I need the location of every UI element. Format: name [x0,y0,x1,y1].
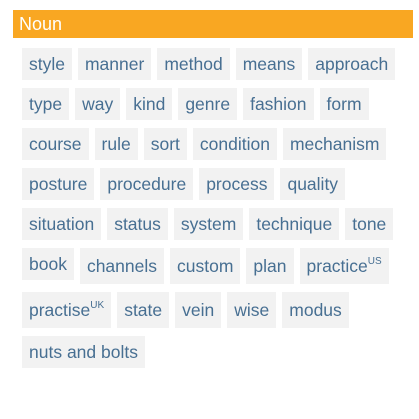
synonym-chip[interactable]: rule [95,128,138,160]
synonym-chip[interactable]: manner [78,48,151,80]
synonym-chip[interactable]: course [22,128,89,160]
synonym-chip[interactable]: channels [80,248,164,284]
synonym-chip[interactable]: status [107,208,168,240]
synonym-chip[interactable]: plan [246,248,293,284]
synonym-chip[interactable]: system [174,208,243,240]
synonym-chip[interactable]: method [157,48,229,80]
synonym-chip[interactable]: mechanism [283,128,386,160]
synonym-chip[interactable]: nuts and bolts [22,336,145,368]
synonym-chip[interactable]: condition [193,128,277,160]
synonym-chip[interactable]: custom [170,248,240,284]
synonym-chip[interactable]: practiseUK [22,292,111,328]
synonym-chip[interactable]: vein [175,292,221,328]
synonym-chip[interactable]: wise [227,292,276,328]
synonym-chip[interactable]: approach [308,48,395,80]
synonym-chip[interactable]: fashion [243,88,313,120]
synonym-chip[interactable]: style [22,48,72,80]
region-superscript: UK [90,300,104,311]
thesaurus-noun-panel: Noun style manner method means approach … [13,10,413,419]
region-superscript: US [368,256,382,267]
synonym-chip[interactable]: way [75,88,120,120]
synonym-chip[interactable]: type [22,88,69,120]
synonym-chip[interactable]: process [199,168,274,200]
synonym-chip[interactable]: form [320,88,369,120]
synonym-chip[interactable]: practiceUS [300,248,389,284]
synonym-chip[interactable]: book [22,248,74,280]
synonym-chip[interactable]: means [236,48,303,80]
synonym-chip-list: style manner method means approach type … [13,38,413,376]
synonym-chip[interactable]: genre [178,88,237,120]
synonym-chip[interactable]: situation [22,208,101,240]
synonym-chip[interactable]: kind [126,88,172,120]
synonym-chip[interactable]: tone [345,208,393,240]
synonym-chip[interactable]: technique [249,208,339,240]
synonym-chip[interactable]: modus [282,292,349,328]
synonym-chip[interactable]: posture [22,168,94,200]
synonym-chip[interactable]: state [117,292,169,328]
synonym-chip[interactable]: procedure [100,168,193,200]
section-header-noun: Noun [13,10,413,38]
synonym-chip[interactable]: sort [144,128,187,160]
synonym-chip[interactable]: quality [280,168,345,200]
